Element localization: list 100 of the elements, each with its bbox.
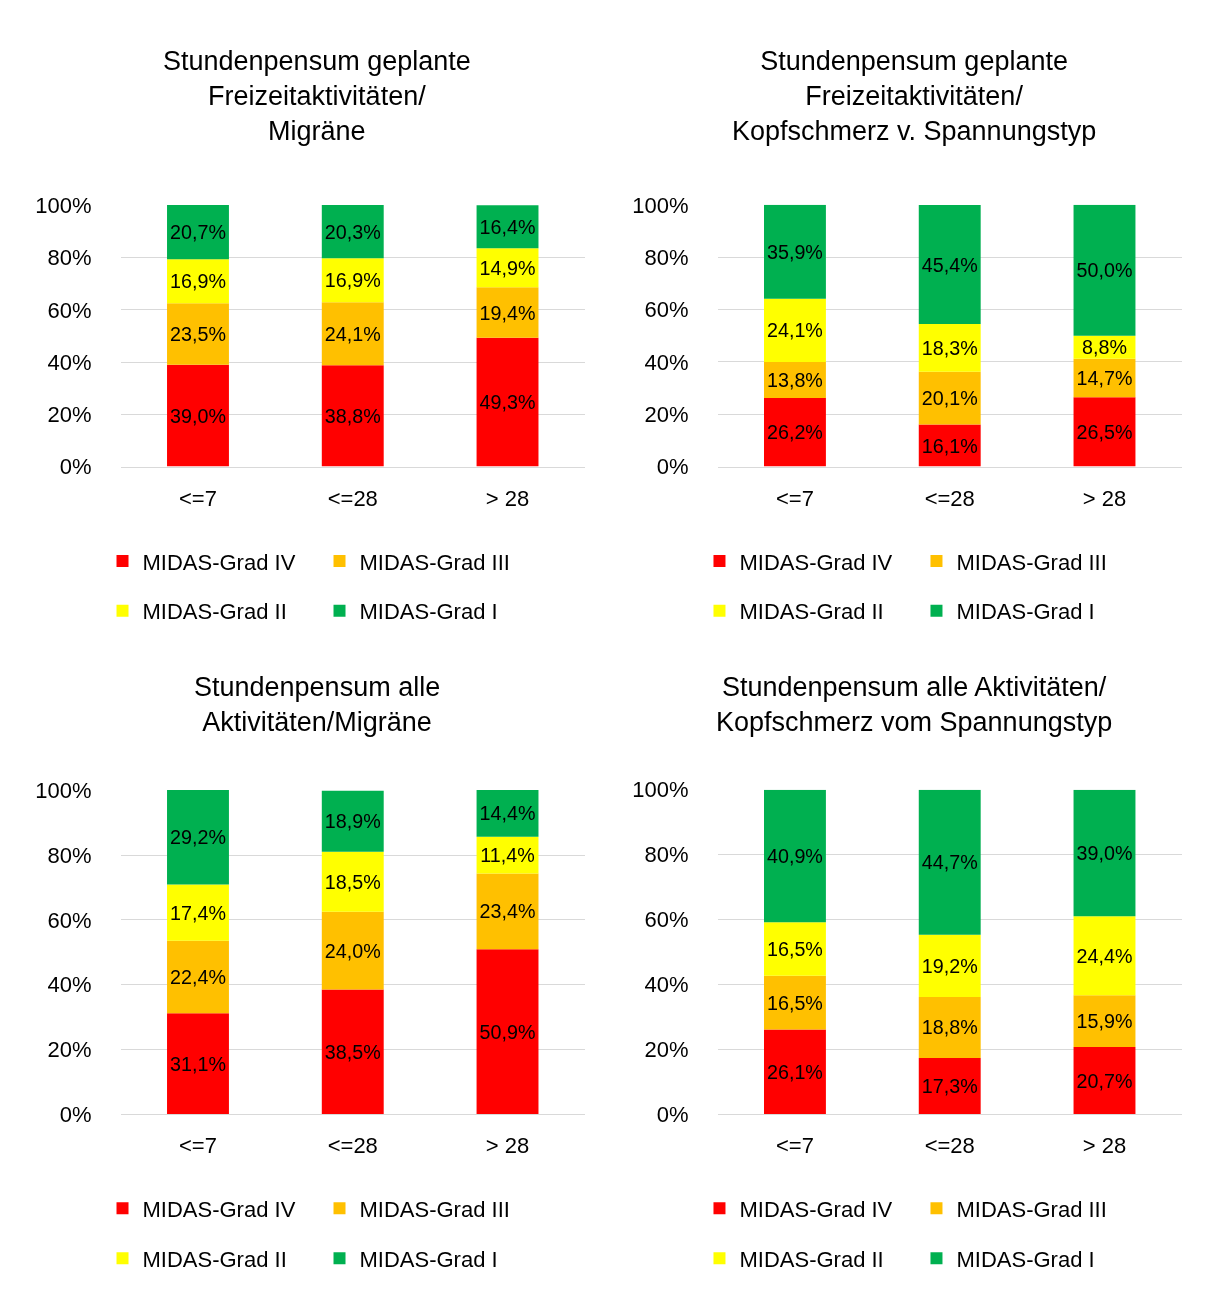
y-tick-label: 40% (644, 972, 689, 997)
bar (1073, 916, 1136, 996)
data-label: 17,3% (921, 1075, 978, 1098)
data-label: 18,5% (324, 870, 381, 893)
data-label: 16,1% (921, 434, 978, 457)
bar (764, 398, 826, 467)
data-label: 38,8% (324, 404, 381, 427)
bar (321, 302, 384, 366)
bar (167, 1013, 229, 1115)
y-tick-label: 80% (47, 842, 92, 868)
legend-label: MIDAS-Grad IV (142, 1196, 296, 1222)
legend-label: MIDAS-Grad III (359, 549, 510, 575)
legend-label: MIDAS-Grad I (956, 1246, 1095, 1272)
bar (321, 365, 384, 467)
y-tick-label: 20% (47, 1037, 92, 1063)
data-label: 26,1% (767, 1060, 823, 1083)
data-label: 20,7% (1076, 1069, 1133, 1092)
y-tick-label: 60% (47, 297, 92, 323)
y-tick-label: 60% (644, 907, 689, 933)
data-label: 16,9% (324, 269, 381, 292)
bar (764, 789, 826, 923)
y-tick-label: 20% (47, 402, 92, 428)
data-label: 23,5% (170, 323, 226, 346)
bar (764, 298, 826, 362)
bar (321, 989, 384, 1115)
bar (167, 940, 229, 1014)
data-label: 29,2% (170, 826, 226, 849)
y-tick-label: 0% (656, 1101, 689, 1127)
bar (918, 205, 981, 324)
y-tick-label: 40% (644, 349, 689, 375)
bar (167, 364, 229, 467)
data-label: 18,8% (921, 1016, 978, 1039)
data-label: 50,0% (1076, 259, 1133, 282)
y-tick-label: 20% (644, 1036, 689, 1062)
legend-label: MIDAS-Grad IV (739, 1196, 893, 1222)
bar (476, 337, 539, 467)
bar (918, 789, 981, 935)
y-tick-label: 100% (35, 778, 92, 804)
y-tick-label: 100% (35, 193, 92, 219)
x-tick-label: <=28 (327, 486, 378, 512)
legend-label: MIDAS-Grad II (142, 599, 287, 625)
data-label: 39,0% (1076, 841, 1133, 864)
legend-label: MIDAS-Grad II (142, 1246, 287, 1272)
y-tick-label: 80% (47, 245, 92, 271)
x-tick-label: > 28 (1082, 1133, 1127, 1159)
legend-label: MIDAS-Grad II (739, 1246, 884, 1272)
data-label: 13,8% (767, 369, 823, 391)
legend-label: MIDAS-Grad IV (739, 549, 893, 575)
chart-title: Stundenpensum geplante Freizeitaktivitäten/ Migräne (163, 46, 471, 147)
x-tick-label: <=7 (179, 1133, 217, 1159)
data-label: 44,7% (921, 851, 978, 874)
data-label: 14,7% (1076, 367, 1133, 390)
data-label: 35,9% (767, 240, 823, 263)
data-label: 16,5% (767, 991, 823, 1014)
x-tick-label: <=7 (179, 486, 217, 512)
x-tick-label: <=7 (775, 486, 814, 512)
legend-label: MIDAS-Grad I (956, 599, 1095, 625)
data-label: 31,1% (170, 1052, 226, 1075)
data-label: 39,0% (170, 404, 226, 427)
data-label: 16,9% (170, 270, 226, 293)
legend-label: MIDAS-Grad I (359, 1246, 498, 1272)
y-tick-label: 20% (644, 401, 689, 427)
legend-label: MIDAS-Grad I (359, 599, 498, 625)
x-tick-label: <=28 (924, 486, 975, 512)
data-label: 14,9% (479, 256, 536, 279)
bar (321, 911, 384, 990)
data-label: 18,9% (324, 810, 381, 833)
data-label: 40,9% (767, 845, 823, 868)
data-label: 19,2% (921, 954, 978, 977)
bar (918, 934, 981, 997)
data-label: 18,3% (921, 336, 978, 359)
y-tick-label: 0% (656, 454, 689, 480)
bar (1073, 789, 1136, 917)
data-label: 24,1% (767, 319, 823, 342)
y-tick-label: 0% (59, 1101, 92, 1127)
chart-title: Stundenpensum geplante Freizeitaktivitäten/ Kopfschmerz v. Spannungstyp (732, 46, 1097, 147)
data-label: 45,4% (921, 253, 978, 276)
legend-label: MIDAS-Grad III (956, 1196, 1107, 1222)
y-tick-label: 60% (47, 907, 92, 933)
x-tick-label: > 28 (1082, 486, 1127, 512)
data-label: 17,4% (170, 901, 226, 924)
bar (764, 1029, 826, 1115)
legend-label: MIDAS-Grad III (359, 1196, 510, 1222)
data-label: 49,3% (479, 391, 536, 414)
bar (167, 790, 229, 885)
data-label: 16,4% (479, 215, 536, 238)
data-label: 50,9% (479, 1020, 536, 1043)
data-label: 20,7% (170, 221, 226, 244)
x-tick-label: <=7 (775, 1133, 814, 1159)
data-label: 16,5% (767, 938, 823, 961)
legend-label: MIDAS-Grad IV (142, 549, 296, 575)
data-label: 24,0% (324, 939, 381, 962)
bar (764, 204, 826, 299)
data-label: 23,4% (479, 900, 536, 923)
chart-title: Stundenpensum alle Aktivitäten/ Kopfschmerz vom Spannungstyp (716, 672, 1113, 738)
x-tick-label: <=28 (924, 1133, 975, 1159)
bar (476, 949, 539, 1115)
x-tick-label: > 28 (485, 1133, 530, 1159)
data-label: 24,1% (324, 322, 381, 345)
data-label: 11,4% (480, 844, 535, 867)
